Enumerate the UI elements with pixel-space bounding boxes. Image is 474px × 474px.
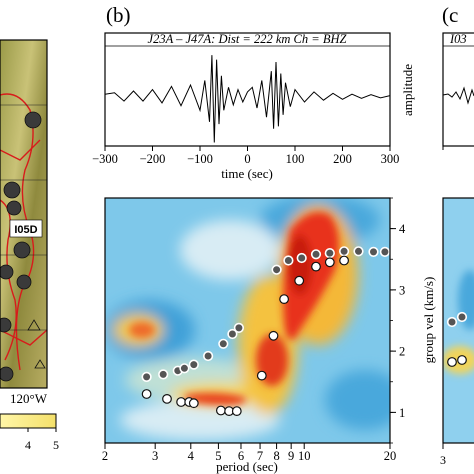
dispersion-point-white (324, 257, 335, 268)
dispersion-point-gray (296, 252, 307, 264)
station-label-box (9, 219, 43, 238)
map-triangles (27, 319, 46, 369)
seismogram-x-tick-label: 200 (333, 152, 352, 166)
station-label: I05D (14, 224, 37, 236)
dispersion-x-tick-label: 20 (384, 449, 397, 463)
panel-label-b: (b) (106, 3, 131, 27)
dispersion-x-label: period (sec) (216, 459, 278, 474)
dispersion-x-tick-label: 6 (238, 449, 244, 463)
dispersion-x-tick-label: 10 (298, 449, 311, 463)
panel-c-title-fragment: I03 (449, 32, 467, 46)
dispersion-point-gray (310, 249, 322, 260)
dispersion-point-white (188, 398, 199, 409)
dispersion-point-white (162, 394, 172, 404)
dispersion-point-gray (141, 371, 152, 383)
seismogram-panel: J23A – J47A: Dist = 222 km Ch = BHZ −300… (92, 32, 415, 181)
colorbar (0, 413, 57, 429)
dispersion-x-axis: 2 3 4 5 6 7 8 9 10 20 (102, 443, 396, 463)
dispersion-point-white (231, 406, 242, 417)
panel-c-heatmap-frame (442, 197, 474, 444)
seismogram-frame (104, 32, 391, 147)
dispersion-point-white (294, 275, 305, 286)
dispersion-point-white (339, 255, 350, 266)
dispersion-point-gray (188, 359, 199, 370)
dispersion-x-tick-label: 8 (273, 449, 279, 463)
dispersion-point-gray (218, 338, 229, 349)
dispersion-x-tick-label: 2 (102, 449, 108, 463)
seismogram-y-label: amplitude (400, 64, 415, 116)
dispersion-point-gray (283, 255, 294, 266)
dispersion-point-gray (368, 246, 379, 257)
dispersion-y-tick-label: 1 (399, 406, 405, 420)
dispersion-point-gray (227, 328, 238, 340)
dispersion-x-tick-label: 9 (288, 449, 294, 463)
dispersion-point-white (279, 294, 290, 305)
seismogram-x-tick-label: −300 (92, 152, 118, 166)
dispersion-y-label: group vel (km/s) (421, 277, 436, 364)
panel-c-tick-label: 3 (440, 453, 446, 467)
dispersion-x-tick-label: 4 (188, 449, 195, 463)
seismogram-x-tick-label: 0 (244, 152, 250, 166)
dispersion-point-gray (179, 363, 190, 374)
seismogram-x-tick-label: 100 (286, 152, 305, 166)
dispersion-point-gray (203, 350, 214, 362)
dispersion-point-white (176, 397, 187, 407)
dispersion-point-white (215, 405, 226, 416)
panel-c-trace (442, 86, 474, 105)
map-panel: I05D 120°W 4 5 (0, 39, 59, 452)
seismogram-title: J23A – J47A: Dist = 222 km Ch = BHZ (148, 32, 348, 46)
panel-c-heatmap (443, 198, 474, 443)
seismogram-x-tick-label: −100 (187, 152, 213, 166)
colorbar-tick-label: 4 (25, 438, 31, 452)
dispersion-y-tick-label: 2 (399, 345, 405, 359)
dispersion-x-tick-label: 3 (152, 449, 158, 463)
dispersion-y-tick-label: 3 (399, 283, 405, 297)
dispersion-point-white (256, 370, 267, 381)
dispersion-x-tick-label: 5 (215, 449, 221, 463)
dispersion-panel: 2 3 4 5 6 7 8 9 10 20 1 2 3 4 period (sec) group vel… (102, 197, 436, 474)
dispersion-point-gray (158, 369, 169, 380)
dispersion-series-white (141, 255, 350, 417)
dispersion-point-gray (353, 246, 364, 257)
map-frame (0, 39, 48, 389)
map-stations (0, 111, 42, 382)
longitude-label: 120°W (10, 391, 48, 406)
colorbar-tick-label: 5 (53, 438, 59, 452)
dispersion-point-gray (324, 248, 335, 259)
seismogram-x-axis: −300 −200 −100 0 100 200 300 (92, 146, 399, 166)
dispersion-y-axis: 1 2 3 4 (390, 197, 406, 444)
panel-c-seismogram-frame (442, 32, 474, 147)
dispersion-point-white (311, 261, 321, 272)
dispersion-y-tick-label: 4 (399, 222, 406, 236)
seismogram-trace (104, 55, 391, 143)
dispersion-point-gray (233, 322, 244, 334)
dispersion-x-tick-label: 7 (257, 449, 263, 463)
dispersion-point-gray (379, 246, 391, 257)
panel-label-c: (c (442, 3, 458, 27)
heatmap-field (105, 198, 390, 443)
dispersion-point-white (141, 389, 152, 399)
dispersion-point-white (268, 330, 279, 341)
panel-c-partial: (c I03 3 (440, 3, 474, 467)
dispersion-point-gray (339, 246, 350, 257)
seismogram-x-tick-label: 300 (381, 152, 400, 166)
seismogram-x-tick-label: −200 (140, 152, 166, 166)
dispersion-point-gray (271, 264, 282, 275)
seismogram-x-label: time (sec) (221, 166, 273, 181)
dispersion-series-gray (141, 246, 391, 383)
